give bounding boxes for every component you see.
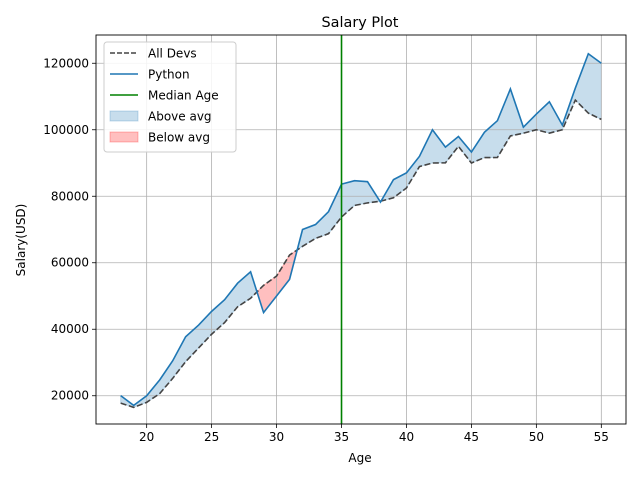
- lines-layer: [120, 35, 602, 424]
- legend-box: [103, 41, 237, 153]
- y-tick-label: 60000: [51, 256, 89, 270]
- x-tick-label: 45: [464, 430, 479, 444]
- legend-label: Below avg: [148, 131, 210, 145]
- fill-above-avg: [120, 271, 258, 408]
- fill-below-avg: [256, 249, 298, 314]
- legend: All Devs Python Median Age Above avg Below a…: [103, 41, 237, 153]
- y-tick-label: 40000: [51, 322, 89, 336]
- x-tick-label: 25: [204, 430, 219, 444]
- y-tick-label: 100000: [43, 123, 89, 137]
- x-tick-label: 30: [269, 430, 284, 444]
- x-tick-label: 50: [529, 430, 544, 444]
- y-tick-label: 20000: [51, 389, 89, 403]
- y-axis-label: Salary(USD): [14, 204, 28, 277]
- x-tick-label: 40: [399, 430, 414, 444]
- y-tick-label: 120000: [43, 56, 89, 70]
- y-tick-label: 80000: [51, 189, 89, 203]
- legend-label: Above avg: [148, 110, 212, 124]
- series-line-python: [120, 52, 602, 407]
- x-tick-label: 55: [594, 430, 609, 444]
- fill-above-avg: [380, 53, 602, 202]
- legend-label: All Devs: [148, 47, 197, 61]
- x-tick-label: 20: [139, 430, 154, 444]
- x-tick-label: 35: [334, 430, 349, 444]
- legend-label: Median Age: [148, 89, 219, 103]
- legend-label: Python: [148, 68, 190, 82]
- axes-layer: 20 25 30 35 40 45 50 55 20000 40000 60000 80000 1000…: [43, 34, 627, 444]
- x-axis-label: Age: [348, 451, 371, 465]
- legend-swatch: [109, 110, 139, 122]
- series-line-all-devs: [120, 98, 602, 409]
- chart-title: Salary Plot: [322, 15, 399, 31]
- plot-frame: [95, 34, 627, 425]
- legend-swatch: [109, 131, 139, 143]
